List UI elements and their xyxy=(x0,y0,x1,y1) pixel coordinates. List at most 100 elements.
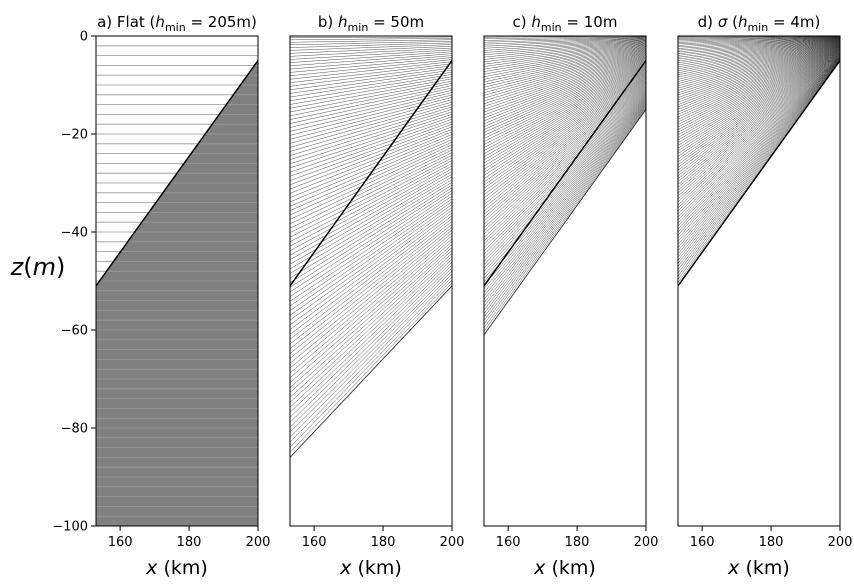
level-line xyxy=(678,44,840,130)
level-line xyxy=(484,40,646,58)
level-line xyxy=(678,38,840,64)
level-line xyxy=(484,60,646,139)
level-line xyxy=(678,43,840,120)
level-line xyxy=(678,36,840,43)
level-line xyxy=(290,104,452,152)
level-line xyxy=(290,279,452,448)
level-line xyxy=(678,51,840,200)
level-line xyxy=(290,65,452,87)
deepest-level-line xyxy=(290,285,452,458)
bathymetry-line xyxy=(484,60,646,287)
level-line xyxy=(484,91,646,262)
x-axis-label: x (km) xyxy=(339,557,402,579)
level-line xyxy=(290,276,452,443)
level-line xyxy=(678,38,840,60)
level-line xyxy=(484,53,646,107)
level-line xyxy=(678,41,840,96)
level-line xyxy=(290,49,452,60)
level-line xyxy=(290,136,452,207)
level-line xyxy=(290,94,452,136)
level-line xyxy=(484,38,646,47)
level-line xyxy=(484,36,646,41)
level-line xyxy=(290,74,452,102)
level-line xyxy=(484,74,646,192)
panel-b: 160 180 200 x (km) b) hmin = 50m xyxy=(289,13,464,579)
level-line xyxy=(290,201,452,316)
level-line xyxy=(484,75,646,199)
level-line xyxy=(484,88,646,252)
level-line xyxy=(290,124,452,186)
level-line xyxy=(290,209,452,330)
level-line xyxy=(484,43,646,70)
plot-area xyxy=(96,45,258,526)
level-line xyxy=(290,247,452,393)
level-line xyxy=(290,152,452,233)
level-line xyxy=(678,55,840,239)
level-line xyxy=(678,36,840,41)
level-line xyxy=(678,45,840,138)
level-line xyxy=(290,215,452,340)
panel-frame xyxy=(483,35,647,527)
level-line xyxy=(484,55,646,119)
x-tick-label: 200 xyxy=(246,535,271,550)
level-line xyxy=(484,50,646,96)
level-line xyxy=(484,42,646,65)
level-line xyxy=(290,46,452,54)
level-line xyxy=(290,144,452,220)
level-line xyxy=(678,45,840,136)
level-line xyxy=(290,121,452,181)
x-tick-label: 200 xyxy=(828,535,853,550)
level-line xyxy=(678,49,840,177)
level-line xyxy=(290,182,452,283)
level-line xyxy=(484,104,646,314)
level-line xyxy=(678,44,840,128)
level-line xyxy=(484,59,646,133)
level-line xyxy=(484,93,646,272)
level-line xyxy=(290,270,452,433)
level-line xyxy=(678,36,840,45)
level-line xyxy=(678,53,840,218)
level-line xyxy=(290,129,452,194)
level-line xyxy=(678,51,840,194)
level-line xyxy=(290,195,452,307)
level-line xyxy=(290,267,452,428)
level-line xyxy=(678,42,840,103)
level-line xyxy=(678,41,840,98)
level-line xyxy=(484,45,646,77)
level-line xyxy=(290,176,452,274)
level-line xyxy=(678,47,840,157)
level-line xyxy=(678,51,840,197)
level-line xyxy=(484,62,646,145)
level-line xyxy=(678,37,840,53)
level-line xyxy=(484,40,646,56)
bathymetry-line xyxy=(678,60,840,287)
level-line xyxy=(484,42,646,63)
level-line xyxy=(678,40,840,89)
level-line xyxy=(484,52,646,104)
level-line xyxy=(484,47,646,85)
level-line xyxy=(290,126,452,190)
x-tick-label: 180 xyxy=(759,535,784,550)
x-tick-label: 180 xyxy=(565,535,590,550)
level-line xyxy=(678,49,840,179)
level-line xyxy=(290,106,452,156)
level-line xyxy=(678,59,840,280)
level-line xyxy=(678,42,840,105)
level-line xyxy=(484,49,646,91)
level-line xyxy=(290,47,452,57)
level-line xyxy=(484,48,646,88)
level-line xyxy=(678,46,840,144)
level-line xyxy=(484,63,646,148)
level-line xyxy=(484,58,646,130)
bathymetry-line xyxy=(96,60,258,287)
level-line xyxy=(484,39,646,53)
level-line xyxy=(290,134,452,203)
level-line xyxy=(678,54,840,224)
level-line xyxy=(290,80,452,113)
level-line xyxy=(484,51,646,99)
level-line xyxy=(678,36,840,48)
level-line xyxy=(290,258,452,413)
level-line xyxy=(290,179,452,279)
level-line xyxy=(290,41,452,46)
